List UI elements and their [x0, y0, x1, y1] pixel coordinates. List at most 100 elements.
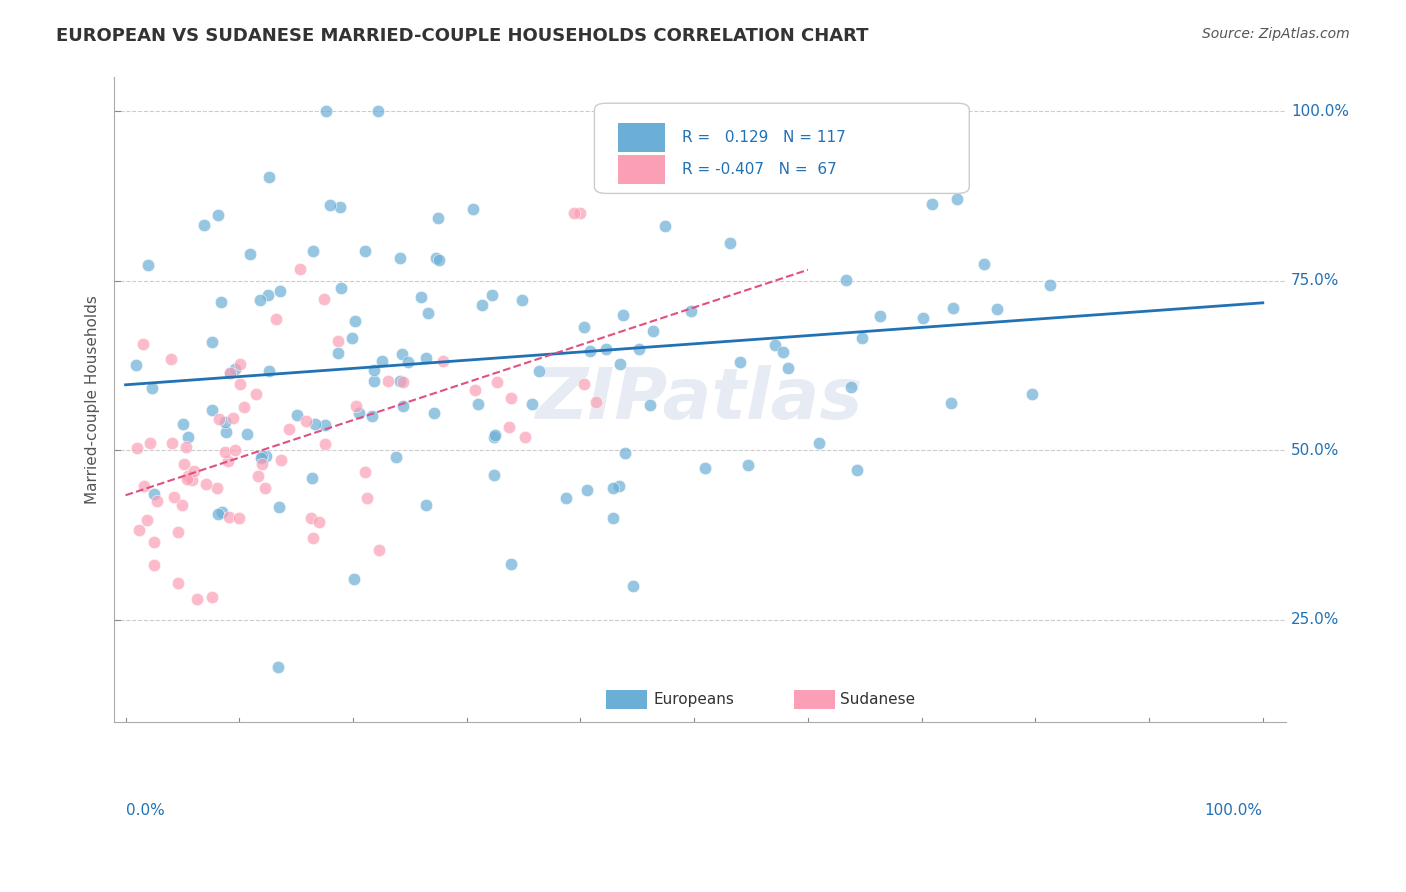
Europeans — [396, 355, 419, 369]
Europeans — [426, 211, 449, 226]
Europeans — [572, 320, 595, 334]
Europeans — [467, 396, 489, 410]
Europeans — [579, 344, 602, 359]
Sudanese — [308, 515, 330, 529]
Sudanese — [432, 354, 454, 368]
Europeans — [257, 169, 280, 184]
Europeans — [411, 290, 433, 304]
Europeans — [340, 331, 363, 345]
Europeans — [371, 354, 394, 368]
Europeans — [607, 479, 630, 493]
Europeans — [737, 458, 759, 473]
Europeans — [763, 337, 786, 351]
Europeans — [555, 491, 578, 505]
Sudanese — [299, 510, 322, 524]
Europeans — [215, 425, 238, 439]
Europeans — [353, 244, 375, 258]
Europeans — [921, 197, 943, 211]
Sudanese — [367, 543, 389, 558]
Europeans — [945, 192, 967, 206]
Sudanese — [222, 410, 245, 425]
Europeans — [236, 427, 259, 442]
Sudanese — [134, 479, 156, 493]
Sudanese — [160, 435, 183, 450]
Text: 25.0%: 25.0% — [1291, 613, 1340, 627]
Sudanese — [139, 435, 162, 450]
Europeans — [471, 298, 494, 312]
Europeans — [612, 308, 634, 322]
FancyBboxPatch shape — [595, 103, 969, 194]
Europeans — [602, 481, 624, 495]
Europeans — [461, 202, 484, 216]
Europeans — [177, 430, 200, 444]
Text: 100.0%: 100.0% — [1291, 103, 1350, 119]
Sudanese — [177, 469, 200, 483]
Europeans — [239, 246, 262, 260]
Sudanese — [264, 312, 287, 326]
Europeans — [267, 659, 290, 673]
Europeans — [363, 374, 385, 388]
Sudanese — [167, 576, 190, 591]
Europeans — [391, 399, 413, 413]
Europeans — [388, 374, 411, 388]
Europeans — [522, 397, 544, 411]
Europeans — [314, 418, 336, 433]
Sudanese — [173, 457, 195, 471]
Europeans — [250, 450, 273, 465]
Europeans — [349, 406, 371, 420]
Europeans — [730, 355, 752, 369]
Sudanese — [377, 374, 399, 388]
Sudanese — [128, 523, 150, 537]
Europeans — [256, 449, 278, 463]
Europeans — [319, 198, 342, 212]
Europeans — [391, 347, 413, 361]
Europeans — [481, 288, 503, 302]
Europeans — [643, 324, 665, 338]
Europeans — [827, 167, 849, 181]
Europeans — [214, 416, 236, 430]
Europeans — [499, 557, 522, 571]
Europeans — [613, 128, 636, 143]
Sudanese — [254, 481, 277, 495]
FancyBboxPatch shape — [617, 122, 665, 152]
Sudanese — [208, 412, 231, 426]
Europeans — [257, 364, 280, 378]
Europeans — [416, 306, 439, 320]
Sudanese — [232, 400, 254, 414]
Europeans — [193, 218, 215, 232]
Sudanese — [326, 334, 349, 348]
Sudanese — [354, 466, 377, 480]
Europeans — [301, 471, 323, 485]
Sudanese — [245, 387, 267, 401]
Europeans — [252, 449, 274, 463]
Europeans — [143, 487, 166, 501]
Europeans — [330, 281, 353, 295]
Sudanese — [515, 430, 537, 444]
Europeans — [315, 104, 337, 119]
Text: 0.0%: 0.0% — [125, 803, 165, 818]
Europeans — [422, 406, 444, 420]
Europeans — [201, 403, 224, 417]
Y-axis label: Married-couple Households: Married-couple Households — [86, 295, 100, 504]
Sudanese — [218, 509, 240, 524]
Europeans — [200, 334, 222, 349]
Europeans — [125, 358, 148, 372]
Sudanese — [162, 490, 184, 504]
Sudanese — [301, 531, 323, 545]
Sudanese — [569, 206, 592, 220]
Europeans — [367, 104, 389, 119]
Europeans — [326, 346, 349, 360]
Europeans — [388, 251, 411, 265]
Sudanese — [562, 206, 585, 220]
Europeans — [269, 284, 291, 298]
Europeans — [942, 301, 965, 316]
Sudanese — [125, 441, 148, 455]
Europeans — [415, 351, 437, 365]
Europeans — [482, 467, 505, 482]
Sudanese — [485, 375, 508, 389]
Text: 50.0%: 50.0% — [1291, 443, 1340, 458]
Europeans — [614, 446, 637, 460]
Europeans — [602, 510, 624, 524]
Sudanese — [288, 262, 311, 277]
Europeans — [249, 293, 271, 307]
